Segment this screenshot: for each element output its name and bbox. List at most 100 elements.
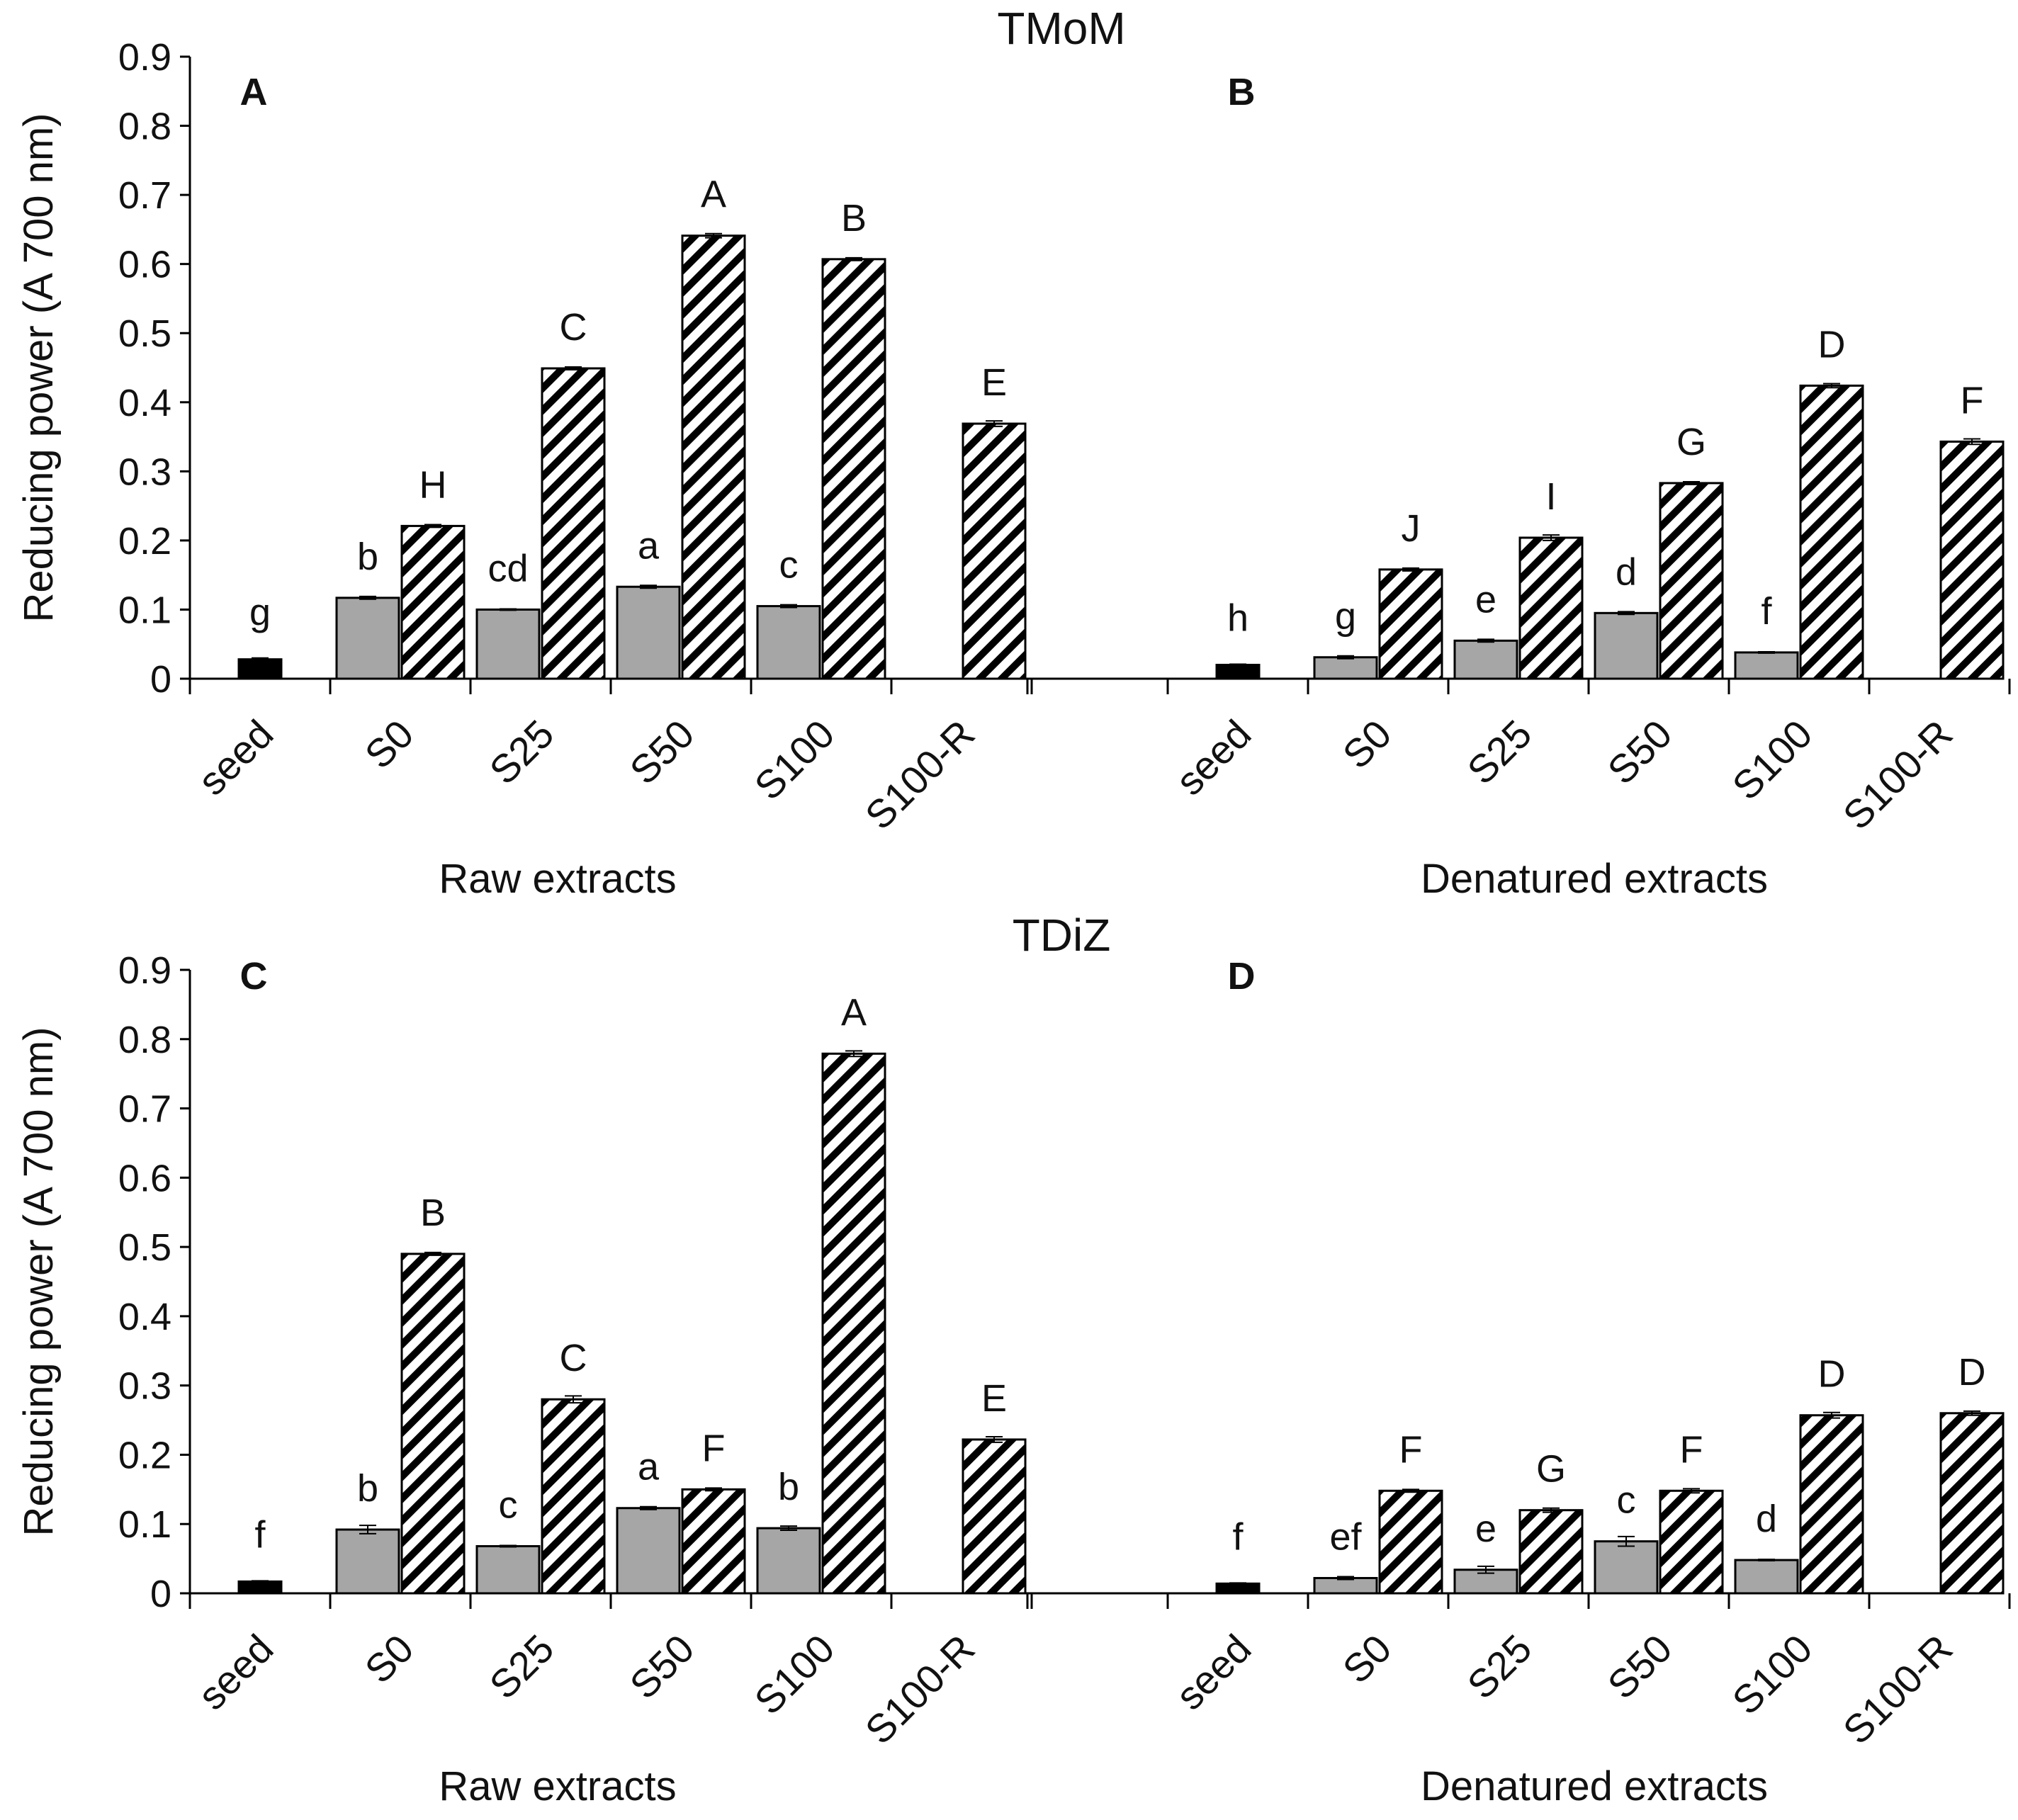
y-tick-label: 0.6 — [118, 244, 171, 286]
x-category-label: seed — [189, 711, 281, 803]
significance-label: D — [1958, 1351, 1986, 1394]
y-tick-label: 0.2 — [118, 1434, 171, 1476]
x-category-label: S0 — [356, 711, 422, 777]
x-category-label: S25 — [480, 711, 562, 793]
significance-label: f — [1761, 590, 1772, 633]
grey-bar — [1453, 639, 1518, 680]
grey-bar — [1734, 651, 1799, 680]
panel-letter: D — [1228, 955, 1256, 997]
grey-bar — [1313, 1576, 1378, 1595]
significance-label: c — [499, 1484, 518, 1527]
chart-title: TDiZ — [1013, 910, 1111, 961]
y-tick-label: 0.4 — [118, 382, 171, 424]
significance-label: g — [1335, 595, 1356, 638]
significance-label: E — [981, 361, 1007, 404]
grey-bar — [616, 1507, 681, 1595]
x-category-label: S100 — [745, 1626, 842, 1723]
x-category-label: S25 — [1458, 711, 1540, 793]
group-label: Raw extracts — [439, 856, 676, 902]
hatched-bar — [1939, 440, 2005, 680]
chart-title: TMoM — [997, 3, 1125, 54]
significance-label: G — [1536, 1448, 1566, 1491]
x-category-label: S0 — [1334, 711, 1400, 777]
y-tick-label: 0.5 — [118, 312, 171, 355]
significance-label: b — [778, 1466, 799, 1508]
significance-label: J — [1402, 507, 1421, 550]
grey-bar — [1594, 1540, 1659, 1595]
significance-label: ef — [1329, 1515, 1362, 1558]
group-label: Raw extracts — [439, 1763, 676, 1809]
hatched-bar — [541, 367, 606, 680]
hatched-bar — [541, 1398, 606, 1595]
y-tick-label: 0.1 — [118, 1503, 171, 1546]
y-tick-label: 0 — [150, 1573, 171, 1615]
y-tick-label: 0.9 — [118, 949, 171, 992]
panel-letter: C — [240, 955, 268, 997]
x-category-label: seed — [1167, 711, 1259, 803]
x-category-label: S0 — [1334, 1626, 1400, 1692]
significance-label: C — [560, 1337, 587, 1379]
panel-letter: B — [1228, 71, 1256, 113]
group-label: Denatured extracts — [1421, 856, 1768, 902]
hatched-bar — [1659, 1489, 1724, 1595]
significance-label: f — [1232, 1515, 1244, 1558]
significance-label: d — [1756, 1498, 1777, 1540]
significance-label: e — [1475, 578, 1496, 621]
grey-bar — [616, 585, 681, 680]
significance-label: A — [701, 174, 726, 216]
hatched-bar — [1378, 1489, 1443, 1595]
hatched-bar — [962, 1438, 1027, 1595]
x-category-label: S0 — [356, 1626, 422, 1692]
significance-label: F — [1961, 379, 1984, 422]
x-category-label: S100 — [745, 711, 842, 808]
grey-bar — [1313, 656, 1378, 680]
significance-label: F — [702, 1427, 726, 1469]
seed-bar — [237, 658, 283, 680]
seed-bar — [237, 1580, 283, 1595]
hatched-bar — [1518, 1509, 1584, 1595]
significance-label: c — [1617, 1479, 1636, 1522]
grey-bar — [756, 605, 821, 680]
x-category-label: seed — [1167, 1626, 1259, 1718]
grey-bar — [475, 1545, 541, 1595]
hatched-bar — [1799, 1414, 1864, 1595]
hatched-bar — [1378, 568, 1443, 680]
grey-bar — [475, 608, 541, 680]
x-category-label: S25 — [1458, 1626, 1540, 1707]
significance-label: a — [638, 1446, 660, 1488]
significance-label: b — [357, 536, 378, 578]
hatched-bar — [821, 1052, 886, 1595]
y-tick-label: 0.3 — [118, 451, 171, 493]
grey-bar — [756, 1527, 821, 1595]
x-category-label: S100-R — [1834, 711, 1961, 838]
hatched-bar — [821, 258, 886, 680]
significance-label: I — [1545, 475, 1556, 518]
x-category-label: S100-R — [857, 1626, 983, 1753]
significance-label: d — [1616, 550, 1637, 593]
group-label: Denatured extracts — [1421, 1763, 1768, 1809]
x-category-label: S25 — [480, 1626, 562, 1707]
significance-label: G — [1676, 421, 1706, 463]
significance-label: A — [841, 991, 867, 1034]
significance-label: D — [1818, 323, 1846, 366]
x-category-label: S100-R — [1834, 1626, 1961, 1753]
panel-letter: A — [240, 71, 268, 113]
significance-label: E — [981, 1377, 1007, 1420]
x-category-label: S100-R — [857, 711, 983, 838]
hatched-bar — [681, 234, 746, 680]
seed-bar — [1215, 663, 1261, 680]
y-axis-label: Reducing power (A 700 nm) — [16, 1027, 62, 1537]
significance-label: c — [779, 544, 799, 587]
y-tick-label: 0.2 — [118, 520, 171, 563]
hatched-bar — [681, 1488, 746, 1595]
significance-label: e — [1475, 1508, 1496, 1550]
y-tick-label: 0.5 — [118, 1226, 171, 1269]
hatched-bar — [1799, 384, 1864, 680]
y-tick-label: 0.4 — [118, 1296, 171, 1338]
significance-label: cd — [487, 547, 528, 589]
grey-bar — [1734, 1559, 1799, 1595]
significance-label: b — [357, 1467, 378, 1510]
grey-bar — [1594, 611, 1659, 680]
grey-bar — [335, 597, 400, 680]
